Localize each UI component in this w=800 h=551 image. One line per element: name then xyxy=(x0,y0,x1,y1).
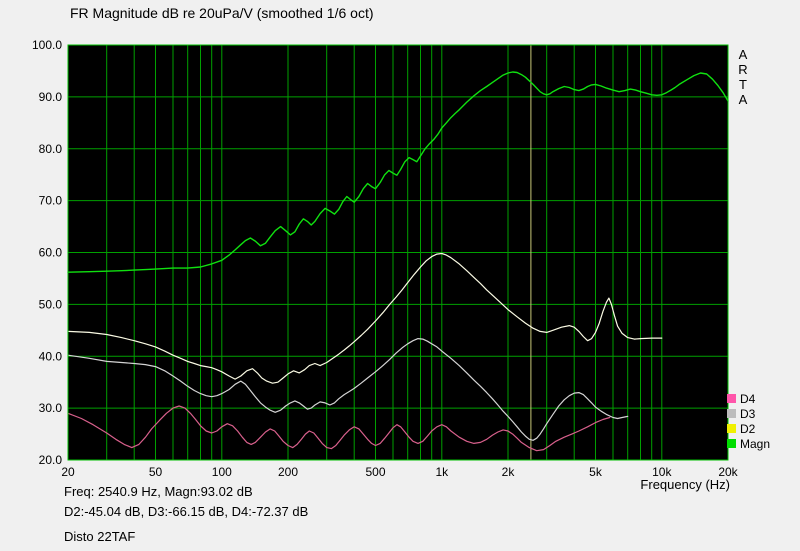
y-tick-label: 90.0 xyxy=(39,90,63,104)
x-tick-label: 2k xyxy=(502,465,516,479)
x-tick-label: 50 xyxy=(149,465,163,479)
series-d4 xyxy=(67,405,611,452)
cursor-readout-line: Freq: 2540.9 Hz, Magn:93.02 dB xyxy=(64,484,253,499)
distortion-readout-line: D2:-45.04 dB, D3:-66.15 dB, D4:-72.37 dB xyxy=(64,504,309,519)
x-tick-label: 20k xyxy=(718,465,738,479)
measurement-name: Disto 22TAF xyxy=(64,529,136,544)
legend-item-d4: D4 xyxy=(727,391,770,406)
y-tick-label: 80.0 xyxy=(39,142,63,156)
x-tick-label: 100 xyxy=(212,465,232,479)
watermark-letter: A xyxy=(738,47,748,62)
x-tick-label: 5k xyxy=(589,465,603,479)
y-tick-label: 50.0 xyxy=(39,297,63,311)
y-tick-label: 40.0 xyxy=(39,349,63,363)
legend-item-magn: Magn xyxy=(727,436,770,451)
arta-watermark: A R T A xyxy=(736,47,750,107)
plot-border xyxy=(67,44,729,461)
legend: D4 D3 D2 Magn xyxy=(727,391,770,451)
legend-swatch xyxy=(727,394,736,403)
legend-swatch xyxy=(727,439,736,448)
x-tick-label: 1k xyxy=(435,465,449,479)
x-axis-title: Frequency (Hz) xyxy=(640,477,730,492)
legend-label: Magn xyxy=(740,436,771,451)
y-tick-label: 100.0 xyxy=(32,38,62,52)
legend-item-d3: D3 xyxy=(727,406,770,421)
legend-item-d2: D2 xyxy=(727,421,770,436)
watermark-letter: T xyxy=(739,77,747,92)
x-tick-label: 500 xyxy=(365,465,385,479)
legend-label: D3 xyxy=(740,406,756,421)
watermark-letter: A xyxy=(738,92,748,107)
legend-swatch xyxy=(727,409,736,418)
legend-swatch xyxy=(727,424,736,433)
series-d3 xyxy=(67,338,629,441)
watermark-letter: R xyxy=(738,62,748,77)
series-d2 xyxy=(67,252,663,384)
series-magn xyxy=(67,71,729,273)
chart-title: FR Magnitude dB re 20uPa/V (smoothed 1/6… xyxy=(70,5,374,21)
x-tick-label: 200 xyxy=(278,465,298,479)
legend-label: D2 xyxy=(740,421,756,436)
x-tick-label: 10k xyxy=(652,465,672,479)
y-tick-label: 70.0 xyxy=(39,194,63,208)
y-tick-label: 20.0 xyxy=(39,453,63,467)
y-tick-label: 60.0 xyxy=(39,246,63,260)
x-tick-label: 20 xyxy=(61,465,75,479)
legend-label: D4 xyxy=(740,391,756,406)
y-tick-label: 30.0 xyxy=(39,401,63,415)
